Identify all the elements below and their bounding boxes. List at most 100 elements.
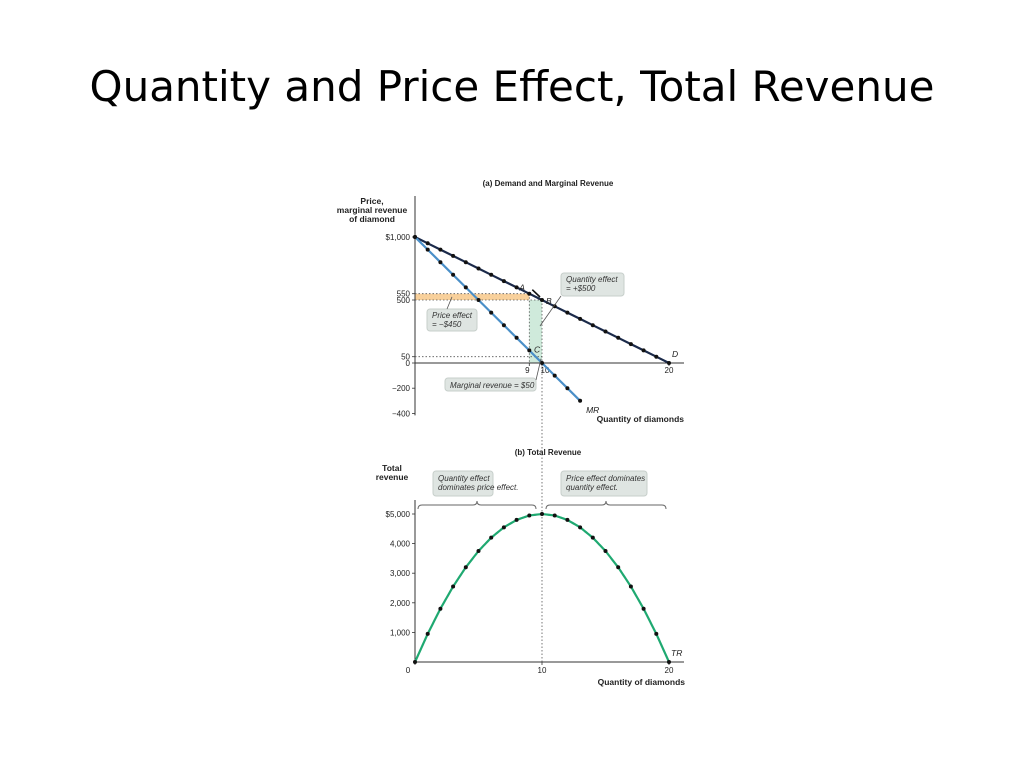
series-point-d	[540, 298, 544, 302]
left-region-box	[432, 470, 494, 497]
y-axis-title-line: revenue	[376, 472, 409, 482]
series-point-mr	[438, 260, 443, 265]
price-effect-text: Price effect	[432, 311, 473, 320]
series-point-d	[489, 272, 494, 277]
a-to-b-arrow	[531, 289, 541, 298]
series-point-tr	[540, 512, 544, 516]
series-point-mr	[578, 398, 583, 403]
point-label-b: B	[546, 296, 552, 306]
series-point-d	[451, 253, 456, 258]
y-tick-label: 0	[406, 359, 411, 368]
point-label-a: A	[518, 283, 525, 293]
marginal-revenue-box	[444, 377, 537, 392]
series-point-d	[667, 361, 671, 365]
series-point-tr	[489, 535, 494, 540]
series-point-tr	[413, 660, 417, 664]
x-tick-label: 20	[665, 666, 674, 675]
demand-curve-label: D	[672, 349, 678, 359]
series-point-tr	[463, 565, 468, 570]
x-tick-label: 10	[541, 366, 550, 375]
series-point-tr	[514, 517, 519, 522]
y-axis-title-line: marginal revenue	[337, 205, 408, 215]
series-point-mr	[514, 335, 519, 340]
series-point-d	[616, 335, 621, 340]
callout-line	[446, 296, 453, 310]
series-point-mr	[425, 247, 430, 252]
series-point-d	[501, 279, 506, 284]
y-tick-label: 4,000	[390, 540, 411, 549]
price-effect-area	[415, 293, 530, 300]
left-region-text: dominates price effect.	[438, 483, 518, 492]
series-point-d	[476, 266, 481, 271]
right-region-box	[560, 470, 648, 497]
y-tick-label: −200	[392, 384, 411, 393]
y-axis-title-line: Price,	[360, 196, 383, 206]
x-tick-label: 20	[665, 366, 674, 375]
y-tick-label: −400	[392, 409, 411, 418]
y-tick-label: 500	[397, 296, 411, 305]
callout-line	[539, 295, 562, 327]
y-tick-label: 550	[397, 290, 411, 299]
x-tick-label: 10	[538, 666, 547, 675]
price-effect-text: = −$450	[432, 320, 462, 329]
panel-a-demand-marginal-revenue: (a) Demand and Marginal Revenue Price,mar…	[337, 179, 684, 663]
series-point-mr	[463, 285, 468, 290]
series-point-mr	[413, 235, 417, 239]
left-region-brace	[417, 500, 537, 510]
price-effect-box	[426, 308, 478, 332]
panel-a-title: (a) Demand and Marginal Revenue	[483, 179, 614, 188]
series-point-mr	[489, 310, 494, 315]
series-point-tr	[425, 631, 430, 636]
series-point-tr	[603, 549, 608, 553]
series-point-d	[552, 304, 557, 309]
series-point-tr	[565, 517, 570, 522]
series-point-mr	[565, 386, 570, 391]
mr-curve-label: MR	[586, 405, 599, 415]
series-point-mr	[552, 373, 557, 378]
series-point-tr	[527, 513, 532, 518]
series-point-tr	[476, 549, 481, 553]
series-point-d	[425, 241, 430, 246]
series-point-tr	[616, 565, 621, 570]
point-label-c: C	[534, 345, 541, 355]
slide-title: Quantity and Price Effect, Total Revenue	[89, 62, 935, 111]
right-region-text: Price effect dominates	[566, 474, 645, 483]
series-point-d	[527, 291, 532, 296]
series-point-mr	[501, 323, 506, 328]
series-point-mr	[527, 348, 532, 353]
series-point-d	[514, 285, 519, 290]
y-tick-label: $5,000	[386, 510, 411, 519]
series-point-d	[603, 329, 608, 334]
series-point-d	[654, 354, 659, 359]
series-point-d	[565, 310, 570, 315]
x-axis-title: Quantity of diamonds	[597, 414, 685, 424]
y-tick-label: 1,000	[390, 628, 411, 637]
series-point-d	[578, 316, 583, 321]
series-point-d	[438, 247, 443, 252]
series-point-tr	[578, 525, 583, 530]
callout-line	[535, 358, 542, 381]
marginal-revenue-text: Marginal revenue = $50	[450, 381, 535, 390]
panel-b-title: (b) Total Revenue	[515, 448, 582, 457]
quantity-effect-area	[529, 300, 542, 363]
quantity-effect-box	[560, 272, 625, 297]
series-point-d	[463, 260, 468, 265]
x-tick-label: 9	[525, 366, 530, 375]
series-point-tr	[654, 631, 659, 636]
series-point-tr	[501, 525, 506, 530]
tr-curve-label: TR	[671, 648, 682, 658]
series-point-mr	[476, 298, 481, 302]
y-tick-label: $1,000	[386, 233, 411, 242]
series-point-tr	[667, 660, 671, 664]
series-point-mr	[540, 361, 544, 365]
left-region-text: Quantity effect	[438, 474, 490, 483]
series-point-tr	[628, 584, 633, 589]
y-tick-label: 3,000	[390, 569, 411, 578]
series-point-d	[641, 348, 646, 353]
series-point-tr	[641, 606, 646, 611]
series-point-d	[590, 323, 595, 328]
quantity-effect-text: Quantity effect	[566, 275, 618, 284]
series-point-tr	[438, 606, 443, 611]
x-tick-label: 0	[406, 666, 411, 675]
